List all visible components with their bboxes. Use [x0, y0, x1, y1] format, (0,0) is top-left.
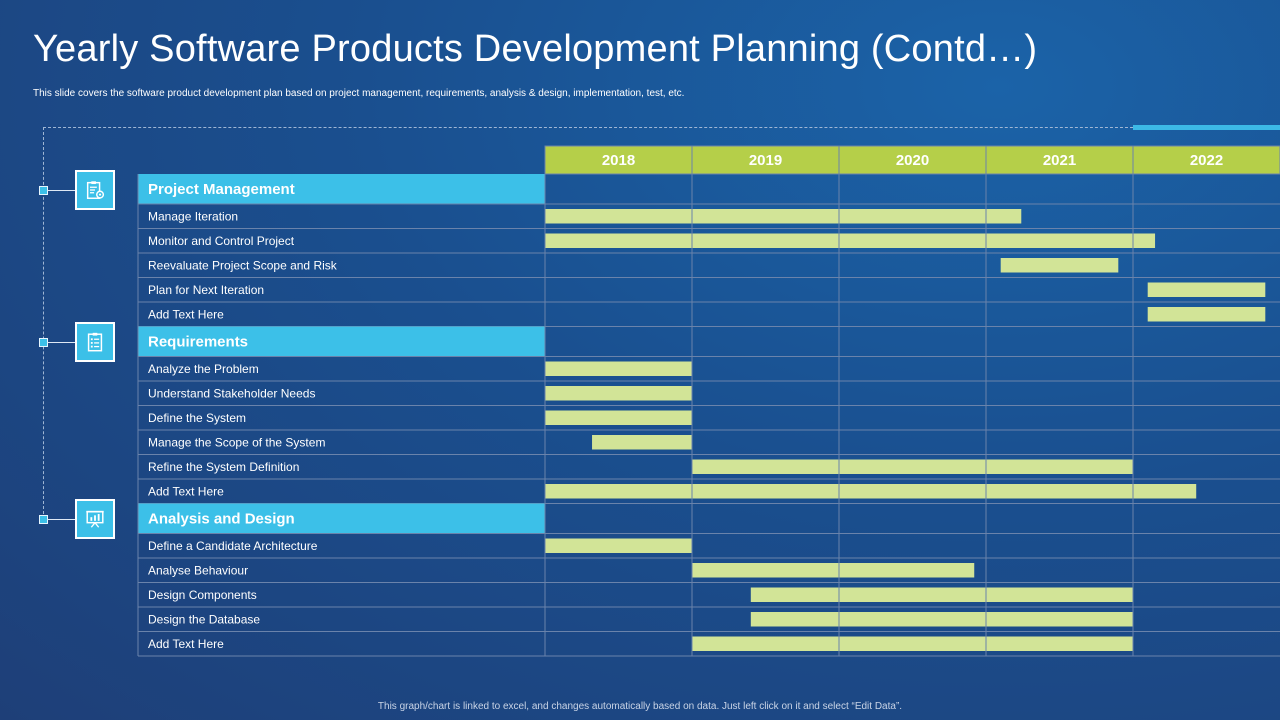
section-header-cell: [138, 326, 545, 357]
dashed-guide-left: [43, 127, 44, 519]
year-label: 2020: [896, 152, 929, 169]
footnote: This graph/chart is linked to excel, and…: [377, 701, 903, 712]
clipboard-gear-icon: [86, 181, 105, 199]
task-label: Reevaluate Project Scope and Risk: [148, 258, 338, 272]
gantt-bar: [592, 435, 692, 450]
dashed-guide-top: [43, 127, 1133, 128]
section-title: Analysis and Design: [148, 511, 295, 528]
gantt-bar: [1147, 282, 1266, 297]
task-label: Analyze the Problem: [148, 362, 259, 376]
task-label: Refine the System Definition: [148, 460, 299, 474]
task-label: Define the System: [148, 411, 246, 425]
gantt-bar: [545, 209, 1022, 224]
section-header-cell: [138, 503, 545, 534]
section-title: Project Management: [148, 181, 295, 198]
task-label: Design Components: [148, 588, 257, 602]
task-label: Design the Database: [148, 612, 260, 626]
task-label: Manage the Scope of the System: [148, 435, 325, 449]
presentation-chart-icon: [86, 510, 104, 528]
gantt-bar: [692, 636, 1133, 651]
slide-subtitle: This slide covers the software product d…: [33, 88, 685, 99]
slide-title: Yearly Software Products Development Pla…: [33, 28, 1038, 70]
year-label: 2019: [749, 152, 782, 169]
gantt-bar: [750, 612, 1133, 627]
gantt-bar: [545, 233, 1156, 248]
gantt-bar: [692, 459, 1133, 474]
section-icon-box: [75, 499, 115, 539]
connector-line: [47, 190, 75, 191]
gantt-bar: [1000, 258, 1119, 273]
year-label: 2018: [602, 152, 635, 169]
section-icon-box: [75, 322, 115, 362]
task-label: Define a Candidate Architecture: [148, 539, 318, 553]
accent-bar: [1133, 125, 1280, 130]
task-label: Plan for Next Iteration: [148, 283, 264, 297]
section-header-cell: [138, 174, 545, 204]
task-label: Add Text Here: [148, 637, 224, 651]
year-header-cell: [544, 145, 693, 175]
year-header-cell: [1132, 145, 1280, 175]
gantt-bar: [545, 538, 692, 553]
gantt-bar: [692, 563, 975, 578]
year-label: 2022: [1190, 152, 1223, 169]
task-label: Add Text Here: [148, 484, 224, 498]
task-label: Analyse Behaviour: [148, 563, 248, 577]
connector-line: [47, 519, 75, 520]
gantt-bar: [750, 587, 1133, 602]
year-header-cell: [838, 145, 987, 175]
connector-line: [47, 342, 75, 343]
gantt-bar: [545, 484, 1197, 499]
section-title: Requirements: [148, 334, 248, 351]
year-header-cell: [691, 145, 840, 175]
gantt-bar: [545, 361, 692, 376]
section-icon-box: [75, 170, 115, 210]
gantt-bar: [545, 410, 692, 425]
gantt-bar: [545, 386, 692, 401]
task-label: Monitor and Control Project: [148, 234, 295, 248]
task-label: Add Text Here: [148, 307, 224, 321]
year-label: 2021: [1043, 152, 1076, 169]
task-label: Manage Iteration: [148, 209, 238, 223]
checklist-icon: [87, 332, 103, 352]
gantt-bar: [1147, 307, 1266, 322]
task-label: Understand Stakeholder Needs: [148, 386, 315, 400]
